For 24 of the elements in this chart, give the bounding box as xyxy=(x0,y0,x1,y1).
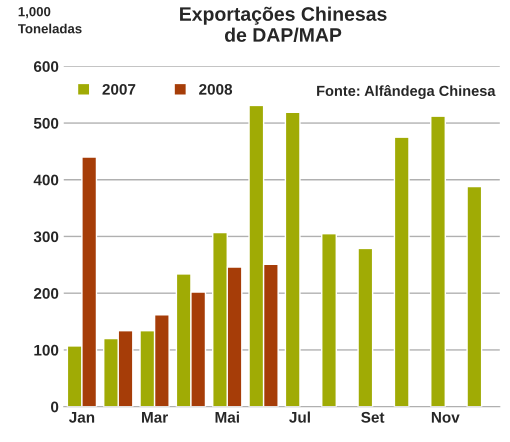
x-tick-label: Mar xyxy=(142,412,168,423)
x-tick-label: Nov xyxy=(432,412,460,423)
y-tick-label: 400 xyxy=(34,174,58,186)
bar xyxy=(357,248,374,407)
annotation: Fonte: Alfândega Chinesa xyxy=(317,85,496,99)
y-tick-label: 100 xyxy=(34,344,58,356)
bar xyxy=(430,116,446,407)
x-tick-label: Jul xyxy=(289,412,310,423)
y-tick-label: 300 xyxy=(34,231,58,242)
legend-label: 2007 xyxy=(102,84,136,95)
y-tick-label: 500 xyxy=(34,118,58,129)
x-tick-label: Jan xyxy=(68,412,94,423)
chart-title: Exportações Chinesas de DAP/MAP xyxy=(180,6,387,42)
y-tick-label: 200 xyxy=(34,288,58,299)
x-tick-label: Set xyxy=(361,412,384,423)
legend-label: 2008 xyxy=(199,84,232,95)
y-axis-title: 1,000 Toneladas xyxy=(18,6,82,34)
bar xyxy=(394,136,410,407)
bar xyxy=(466,186,482,407)
y-tick-label: 0 xyxy=(50,402,58,412)
x-tick-label: Mai xyxy=(216,412,239,423)
y-tick-label: 600 xyxy=(34,61,58,72)
bar xyxy=(321,232,337,407)
bar xyxy=(284,112,301,407)
